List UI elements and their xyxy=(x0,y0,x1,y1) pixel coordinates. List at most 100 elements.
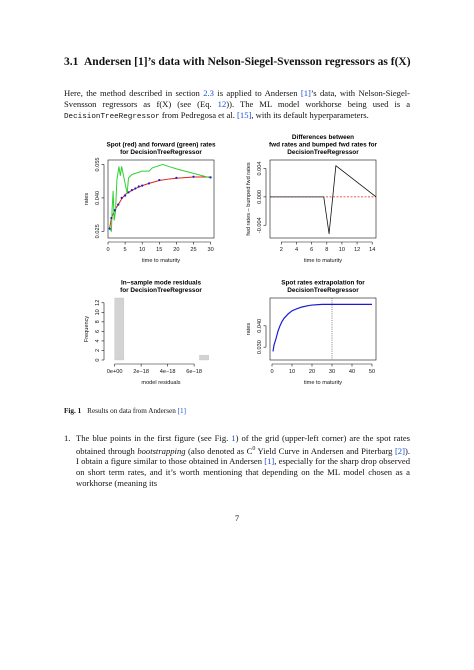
emphasis: bootstrapping xyxy=(137,445,186,456)
x-tick-label: 10 xyxy=(139,247,145,253)
data-point xyxy=(113,209,116,212)
plot-frame xyxy=(107,159,215,239)
x-tick-label: 10 xyxy=(339,247,345,253)
y-tick-label: 0.055 xyxy=(95,157,101,171)
x-tick-label: 2 xyxy=(280,247,283,253)
section-heading: 3.1 Andersen [1]’s data with Nelson-Sieg… xyxy=(64,56,414,69)
chart-title-line: fwd rates and bumped fwd rates for xyxy=(269,142,377,149)
x-tick-label: 6e−18 xyxy=(186,369,202,375)
data-point xyxy=(137,185,140,188)
x-tick-label: 50 xyxy=(369,369,375,375)
data-point xyxy=(123,194,127,197)
intro-text: is applied to Andersen xyxy=(213,88,301,98)
x-tick-label: 4 xyxy=(295,247,298,253)
x-tick-label: 0 xyxy=(270,369,273,375)
intro-text: , with its default hyperparameters. xyxy=(251,109,369,120)
figure-grid: Spot (red) and forward (green) rates for … xyxy=(64,128,410,394)
x-tick-label: 8 xyxy=(325,247,328,253)
x-tick-label: 20 xyxy=(309,369,315,375)
chart-title-line: Differences between xyxy=(292,134,354,141)
superscript: 0 xyxy=(252,445,256,452)
list-number: 1. xyxy=(64,433,71,443)
x-tick-label: 14 xyxy=(369,247,375,253)
intro-text: )). The ML model workhorse being used is… xyxy=(226,98,411,109)
citation-link[interactable]: [15] xyxy=(237,109,252,120)
citation-link[interactable]: [2] xyxy=(394,445,405,456)
equation-link[interactable]: 12 xyxy=(217,98,227,109)
list-text-part: ) of the grid (upper-left corner) are th… xyxy=(76,433,410,456)
x-tick-label: 12 xyxy=(354,247,360,253)
list-text: The blue points in the first figure (see… xyxy=(64,433,410,489)
series-line xyxy=(109,163,211,232)
data-point xyxy=(192,175,195,178)
plot-frame xyxy=(269,159,377,239)
x-axis-label: time to maturity xyxy=(304,380,342,386)
citation-link[interactable]: [1] xyxy=(177,407,186,415)
data-point xyxy=(127,191,130,194)
x-tick-label: 10 xyxy=(289,369,295,375)
y-tick-label: 0.025 xyxy=(95,224,101,238)
page-number: 7 xyxy=(234,513,240,523)
x-tick-label: 0 xyxy=(106,247,109,253)
chart-title-line: Spot rates extrapolation for xyxy=(281,280,365,287)
list-text-part: , especially for the sharp drop observed… xyxy=(76,456,410,489)
chart-title-line: DecisionTreeRegressor xyxy=(287,149,359,156)
y-tick-label: 0.040 xyxy=(257,319,263,333)
y-tick-label: 10 xyxy=(95,309,101,315)
figure-link[interactable]: 1 xyxy=(231,433,236,443)
y-tick-label: 0.000 xyxy=(257,190,263,204)
data-point xyxy=(147,182,151,185)
list-text-part: Yield Curve in Andersen and Piterbarg xyxy=(255,445,395,456)
x-tick-label: 30 xyxy=(207,247,213,253)
y-tick-label: 0.040 xyxy=(95,191,101,205)
plot-frame xyxy=(269,297,377,361)
x-axis-label: time to maturity xyxy=(304,258,342,264)
section-number: 3.1 xyxy=(64,56,79,68)
x-tick-label: 0e+00 xyxy=(107,369,123,375)
list-text-part: ). I obtain a figure similar to those ob… xyxy=(76,445,410,467)
x-axis-label: time to maturity xyxy=(142,258,180,264)
y-tick-label: 0 xyxy=(95,358,101,361)
code-term: DecisionTreeRegressor xyxy=(64,112,160,121)
y-axis-label: Frequency xyxy=(84,316,90,343)
y-tick-label: 12 xyxy=(95,300,101,306)
y-axis-label: rates xyxy=(84,193,90,206)
x-tick-label: 20 xyxy=(173,247,179,253)
y-tick-label: -0.004 xyxy=(257,217,263,233)
x-tick-label: 30 xyxy=(329,369,335,375)
y-tick-label: 6 xyxy=(95,330,101,333)
data-point xyxy=(117,203,120,206)
citation-link[interactable]: [1] xyxy=(264,456,275,467)
data-point xyxy=(141,184,144,187)
y-tick-label: 2 xyxy=(95,349,101,352)
citation-link[interactable]: [1] xyxy=(300,88,311,98)
y-axis-label: rates xyxy=(246,323,252,336)
section-title-text: Andersen [1]’s data with Nelson-Siegel-S… xyxy=(84,56,411,68)
y-tick-label: 8 xyxy=(95,320,101,323)
figure-caption: Fig. 1 Results on data from Andersen [1] xyxy=(64,407,186,415)
caption-label: Fig. 1 xyxy=(64,407,82,415)
y-tick-label: 0.030 xyxy=(257,340,263,354)
y-tick-label: 0.004 xyxy=(257,162,263,176)
x-tick-label: 25 xyxy=(190,247,196,253)
chart-title-line: Spot (red) and forward (green) rates xyxy=(106,142,215,149)
intro-text: Here, the method described in section xyxy=(64,88,204,98)
list-text-part: (also denoted as C xyxy=(185,445,253,456)
data-point xyxy=(110,216,113,220)
series-line xyxy=(270,165,377,235)
x-tick-label: 2e−18 xyxy=(133,369,149,375)
histogram-bar xyxy=(199,355,209,361)
data-point xyxy=(108,227,111,230)
y-axis-label: fwd rates – bumped fwd rates xyxy=(246,162,252,236)
intro-paragraph: Here, the method described in section 2.… xyxy=(64,88,410,122)
x-tick-label: 4e−18 xyxy=(160,369,176,375)
section-link[interactable]: 2.3 xyxy=(203,88,214,98)
x-tick-label: 6 xyxy=(310,247,313,253)
histogram-bar xyxy=(114,297,125,361)
intro-text: from Pedregosa et al. xyxy=(159,109,238,120)
data-point xyxy=(120,196,123,199)
chart-title-line: for DecisionTreeRegressor xyxy=(120,149,202,156)
list-item: 1. The blue points in the first figure (… xyxy=(64,433,410,489)
series-line xyxy=(272,303,372,352)
data-point xyxy=(175,176,178,179)
